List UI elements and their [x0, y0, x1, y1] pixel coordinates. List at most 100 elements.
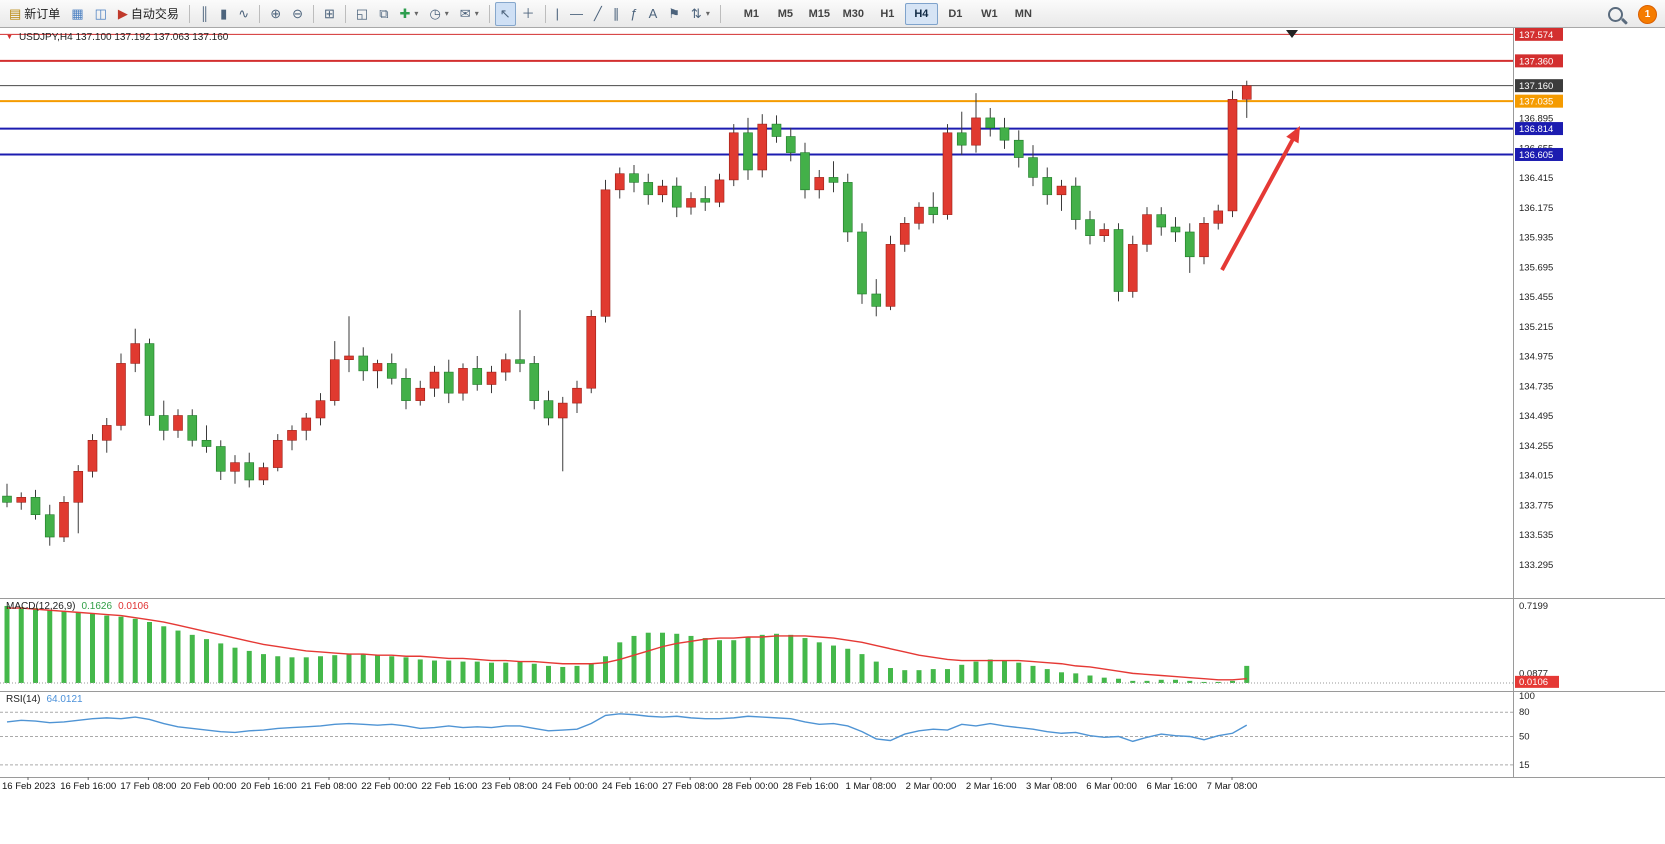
search-button[interactable]: [1603, 2, 1628, 26]
candle: [586, 315, 597, 389]
trendline-button[interactable]: ╱: [589, 2, 607, 26]
arrows-button[interactable]: ⇅ ▾: [686, 2, 715, 26]
horizontal-line-button[interactable]: —: [565, 2, 588, 26]
time-axis-label: 3 Mar 08:00: [1026, 781, 1077, 792]
candle: [429, 371, 440, 389]
timeframe-m30-button[interactable]: M30: [842, 7, 865, 20]
cursor-button[interactable]: ↖: [494, 1, 516, 26]
fibonacci-button[interactable]: ƒ: [625, 2, 642, 26]
toolbar-separator: [188, 4, 190, 23]
macd-histogram-bar: [161, 626, 167, 683]
candle: [158, 415, 169, 431]
macd-histogram-bar: [603, 656, 608, 683]
time-axis-label: 22 Feb 00:00: [361, 781, 417, 792]
trend-arrow[interactable]: [1220, 133, 1297, 271]
arrow-marker[interactable]: [1286, 30, 1298, 38]
arrange-windows-button[interactable]: ◱: [351, 2, 373, 26]
candle: [1028, 157, 1038, 178]
macd-histogram-bar: [973, 661, 979, 683]
macd-histogram-bar: [1002, 660, 1007, 683]
label-button[interactable]: ⚑: [663, 2, 685, 26]
new-order-button-label: 新订单: [24, 7, 61, 21]
macd-histogram-bar: [303, 657, 309, 683]
macd-histogram-bar: [104, 615, 110, 683]
channel-button[interactable]: ∥: [608, 2, 625, 26]
macd-histogram-bar: [574, 665, 580, 683]
price-tag: [1515, 122, 1563, 136]
macd-histogram-bar: [1130, 680, 1136, 683]
candle: [301, 417, 312, 431]
macd-histogram-bar: [531, 663, 537, 683]
time-axis-label: 21 Feb 08:00: [301, 781, 357, 792]
candle: [614, 173, 625, 191]
timeframe-h1-button[interactable]: H1: [880, 7, 895, 20]
bars-chart-button[interactable]: ║: [195, 2, 214, 26]
macd-histogram-bar: [816, 642, 822, 683]
price-tag: [1515, 147, 1563, 161]
time-axis-label: 7 Mar 08:00: [1207, 781, 1258, 792]
new-order-button[interactable]: ▤ 新订单: [4, 2, 65, 26]
candle: [101, 425, 112, 441]
axis-tick-label: 134.975: [1519, 352, 1553, 363]
cascade-windows-icon: ⧉: [379, 6, 389, 21]
macd-histogram-bar: [645, 632, 651, 683]
price-chart[interactable]: 136.895136.655136.415136.175135.935135.6…: [0, 28, 1665, 795]
crosshair-button[interactable]: ＋: [517, 2, 540, 26]
macd-histogram-bar: [218, 643, 224, 683]
profile-button[interactable]: ◫: [90, 2, 112, 26]
periods-button[interactable]: ◷ ▾: [424, 2, 453, 26]
candle: [657, 185, 668, 196]
candle: [87, 439, 98, 472]
chevron-down-icon: ▾: [444, 9, 449, 18]
macd-histogram-bar: [375, 655, 380, 683]
timeframe-w1-button[interactable]: W1: [981, 7, 998, 20]
candle: [942, 132, 953, 215]
candle: [59, 501, 69, 538]
new-chart-button[interactable]: ✚ ▾: [395, 2, 424, 26]
timeframe-group: M1 M5 M15 M30 H1 H4 D1 W1 MN: [735, 2, 1040, 25]
time-axis-label: 16 Feb 16:00: [60, 781, 116, 792]
candle: [30, 497, 41, 515]
macd-histogram-bar: [246, 650, 252, 683]
rsi-label: RSI(14) 64.0121: [6, 694, 83, 705]
macd-histogram-bar: [446, 660, 452, 683]
chevron-down-icon: ▾: [705, 9, 710, 18]
zoom-out-button[interactable]: ⊖: [287, 2, 308, 26]
zoom-in-button[interactable]: ⊕: [265, 2, 286, 26]
line-chart-button[interactable]: ∿: [233, 2, 254, 26]
timeframe-mn-button[interactable]: MN: [1014, 7, 1032, 20]
templates-button[interactable]: ✉ ▾: [455, 2, 484, 26]
macd-signal-value: 0.0106: [118, 601, 149, 612]
time-axis-label: 22 Feb 16:00: [421, 781, 477, 792]
text-button[interactable]: A: [644, 2, 663, 26]
cascade-windows-button[interactable]: ⧉: [374, 2, 393, 26]
new-order-icon: ▤: [9, 6, 22, 21]
candle-chart-button[interactable]: ▮: [215, 2, 232, 26]
candle: [857, 231, 867, 295]
candle: [486, 371, 497, 385]
chart-area: 136.895136.655136.415136.175135.935135.6…: [0, 28, 1665, 795]
periods-icon: ◷: [429, 6, 441, 21]
macd-histogram-bar: [731, 640, 737, 683]
notification-badge[interactable]: 1: [1638, 4, 1657, 24]
autotrading-button[interactable]: ▶ 自动交易: [113, 2, 184, 26]
autotrading-icon: ▶: [117, 6, 128, 21]
macd-histogram-bar: [987, 659, 993, 683]
timeframe-m5-button[interactable]: M5: [777, 7, 793, 20]
horizontal-line-icon: —: [570, 6, 584, 21]
candle: [515, 359, 525, 364]
candle: [144, 343, 155, 416]
rsi-value: 64.0121: [46, 694, 83, 705]
chart-window-button[interactable]: ▦: [66, 2, 88, 26]
timeframe-m1-button[interactable]: M1: [743, 7, 759, 20]
tile-windows-button[interactable]: ⊞: [319, 2, 340, 26]
macd-name: MACD(12,26,9): [6, 601, 76, 612]
timeframe-m15-button[interactable]: M15: [808, 7, 831, 20]
toolbar-separator: [544, 4, 546, 23]
candle: [1227, 99, 1238, 212]
crosshair-icon: ＋: [521, 6, 535, 21]
timeframe-h4-button[interactable]: H4: [904, 2, 938, 25]
vertical-line-button[interactable]: |: [551, 2, 564, 26]
timeframe-d1-button[interactable]: D1: [948, 7, 963, 20]
candle: [629, 173, 639, 183]
